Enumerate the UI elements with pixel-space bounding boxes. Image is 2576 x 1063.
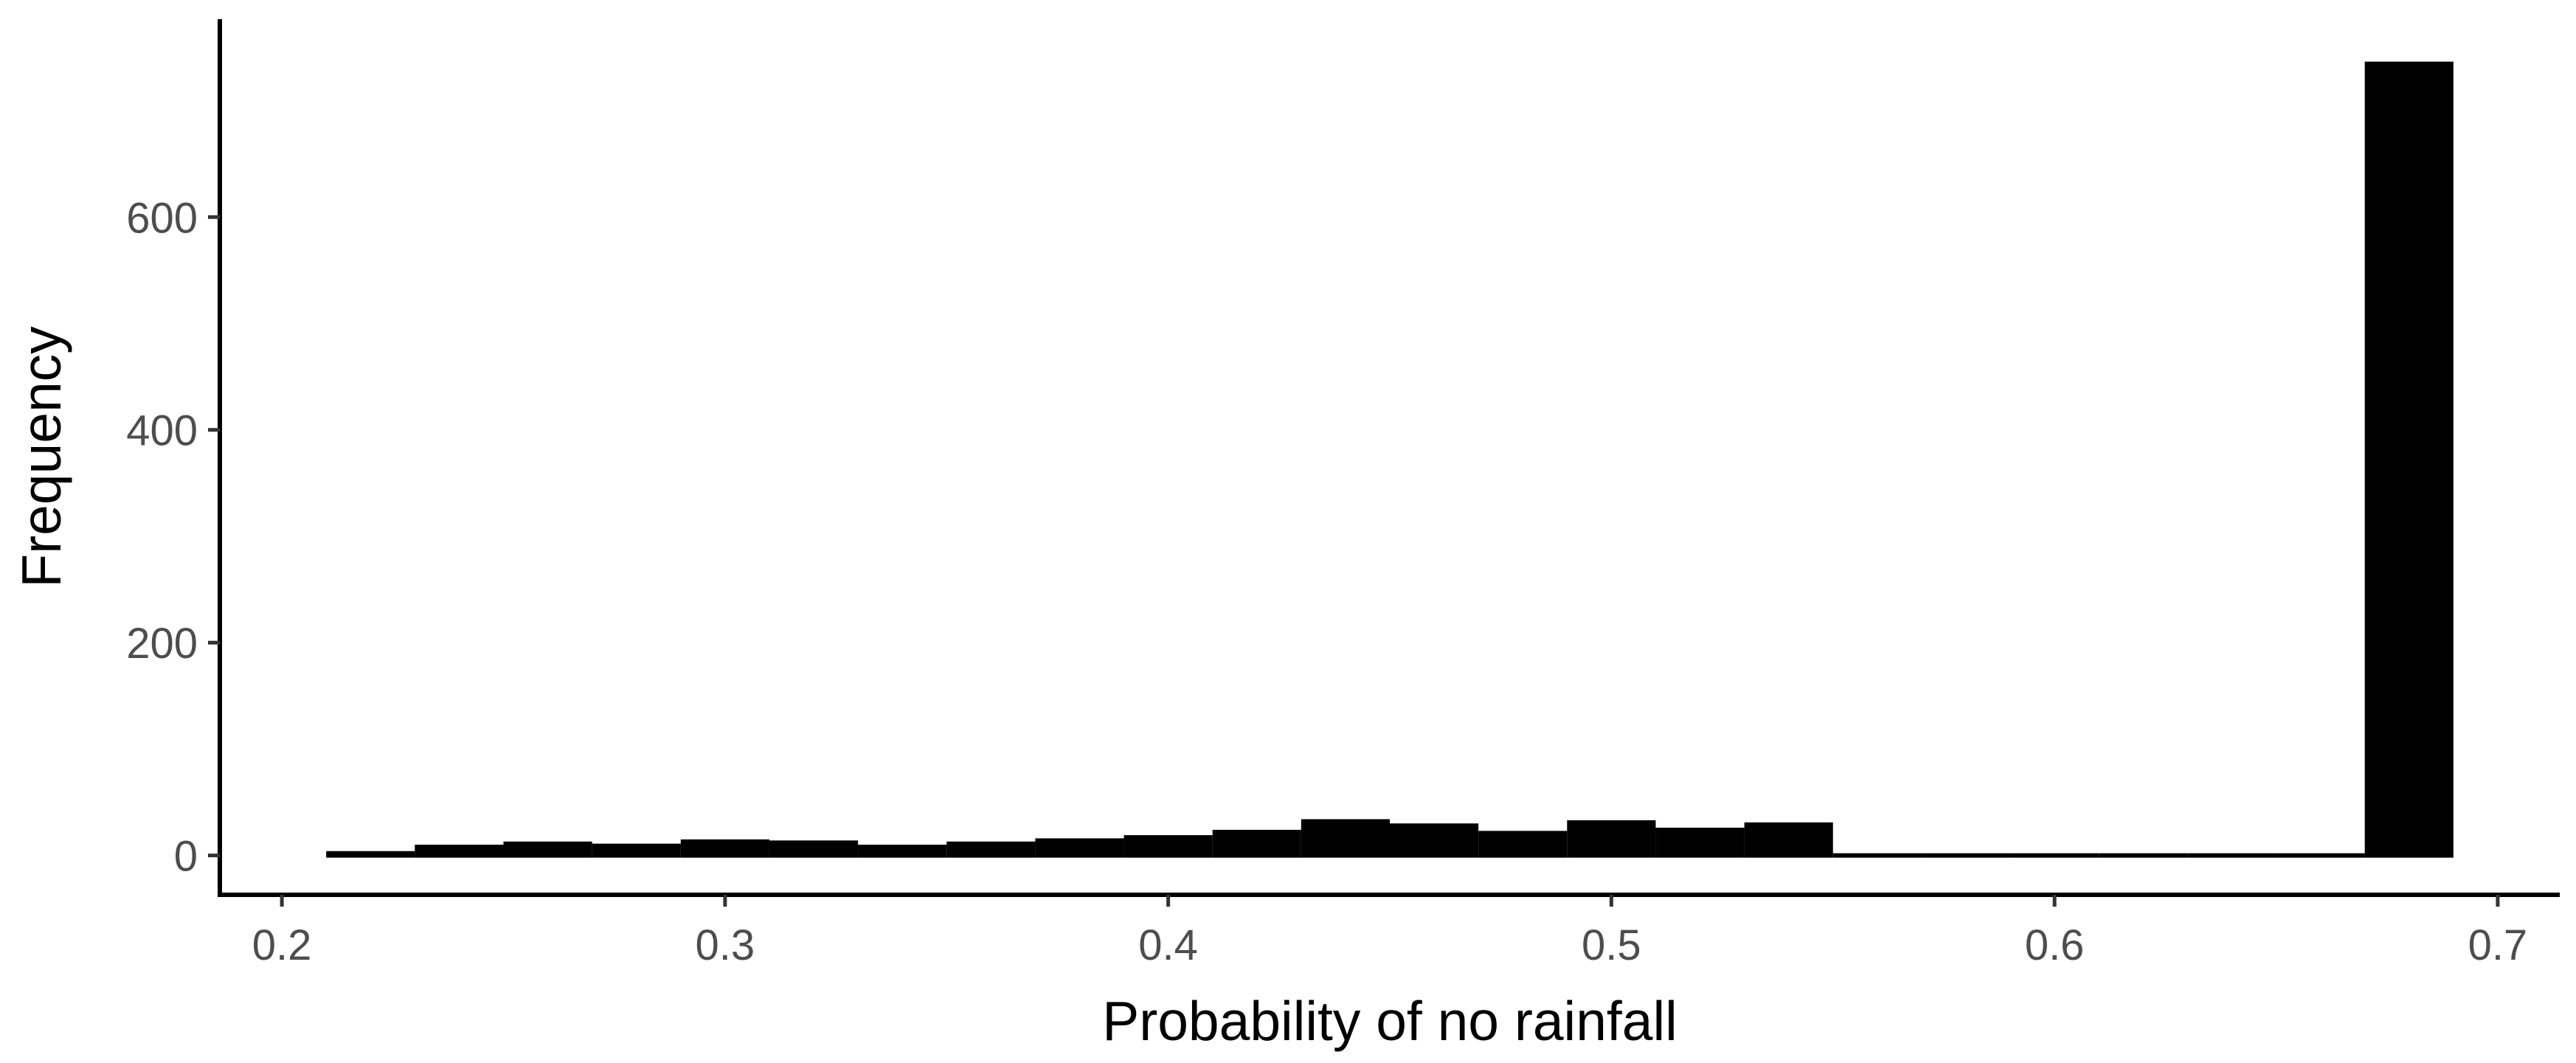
x-axis-ticks: 0.2 0.3 0.4 0.5 0.6 0.7: [252, 895, 2527, 969]
histogram-bar: [592, 843, 681, 858]
histogram-bar: [858, 845, 947, 858]
axes-layer: [218, 19, 2560, 897]
histogram-bar: [946, 841, 1036, 858]
histogram-bar: [1832, 853, 1922, 858]
histogram-bar: [1035, 838, 1124, 858]
histogram-bar: [2010, 853, 2099, 858]
histogram-bar: [1655, 828, 1745, 858]
histogram-bar: [503, 841, 592, 858]
x-tick-label: 0.7: [2468, 921, 2528, 969]
histogram-bar: [2276, 853, 2365, 858]
histogram-bar: [1301, 819, 1390, 858]
histogram-bar: [1123, 835, 1213, 858]
histogram-bar: [1567, 820, 1656, 858]
histogram-bar: [2364, 61, 2454, 858]
y-axis-title: Frequency: [10, 326, 72, 588]
histogram-bar: [1921, 853, 2011, 858]
y-tick-label: 200: [126, 620, 198, 668]
histogram-bar: [2099, 853, 2188, 858]
histogram-bar: [1744, 822, 1833, 858]
y-tick-label: 400: [126, 407, 198, 455]
histogram-bar: [1478, 831, 1568, 858]
histogram-bar: [1212, 829, 1301, 858]
y-tick-label: 0: [174, 833, 198, 881]
histogram-bar: [1390, 823, 1479, 858]
y-axis-ticks: 0 200 400 600: [126, 194, 220, 881]
x-tick-label: 0.3: [696, 921, 755, 969]
histogram-bar: [2187, 853, 2276, 858]
x-tick-label: 0.4: [1138, 921, 1198, 969]
y-tick-label: 600: [126, 194, 198, 242]
histogram-bar: [680, 839, 769, 858]
x-tick-label: 0.2: [252, 921, 312, 969]
histogram-bar: [326, 851, 415, 858]
x-tick-label: 0.5: [1582, 921, 1641, 969]
histogram-bar: [415, 845, 504, 858]
histogram-bar: [769, 840, 859, 858]
bars-layer: [326, 61, 2454, 858]
x-axis-title: Probability of no rainfall: [1102, 990, 1677, 1052]
x-tick-label: 0.6: [2025, 921, 2085, 969]
